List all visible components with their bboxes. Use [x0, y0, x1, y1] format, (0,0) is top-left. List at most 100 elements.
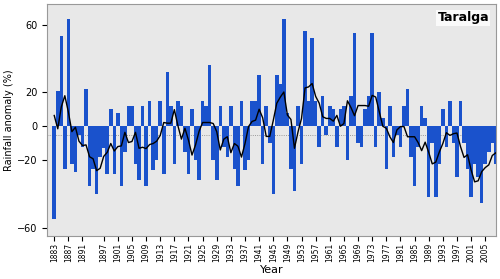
- Bar: [318, 126, 321, 146]
- Bar: [494, 126, 498, 163]
- Bar: [215, 126, 218, 181]
- Bar: [448, 101, 452, 126]
- Bar: [328, 106, 332, 126]
- Bar: [406, 89, 409, 126]
- Bar: [98, 126, 102, 157]
- Bar: [66, 20, 70, 126]
- Bar: [310, 38, 314, 126]
- Bar: [232, 126, 236, 169]
- Bar: [56, 91, 59, 126]
- Bar: [158, 101, 162, 126]
- Bar: [109, 109, 112, 126]
- Bar: [490, 126, 494, 143]
- Bar: [80, 126, 84, 146]
- Bar: [236, 126, 240, 186]
- Bar: [194, 126, 198, 160]
- Bar: [261, 126, 264, 163]
- Bar: [476, 126, 480, 177]
- Bar: [126, 106, 130, 126]
- Bar: [384, 126, 388, 169]
- Bar: [470, 126, 473, 198]
- Bar: [420, 106, 424, 126]
- Bar: [141, 106, 144, 126]
- Bar: [166, 72, 169, 126]
- Bar: [240, 101, 243, 126]
- Bar: [338, 109, 342, 126]
- Bar: [155, 126, 158, 160]
- Bar: [434, 126, 438, 198]
- Bar: [250, 101, 254, 126]
- Bar: [300, 126, 304, 163]
- Bar: [346, 126, 349, 160]
- Bar: [480, 126, 484, 203]
- Bar: [74, 126, 77, 172]
- Bar: [198, 126, 201, 181]
- Bar: [388, 106, 392, 126]
- Bar: [247, 126, 250, 160]
- Bar: [70, 126, 73, 163]
- Bar: [424, 118, 427, 126]
- Bar: [342, 106, 345, 126]
- Bar: [441, 109, 444, 126]
- X-axis label: Year: Year: [260, 265, 283, 275]
- Bar: [444, 126, 448, 146]
- Bar: [106, 126, 109, 174]
- Bar: [222, 126, 226, 146]
- Bar: [416, 126, 420, 146]
- Bar: [356, 126, 360, 143]
- Bar: [186, 126, 190, 174]
- Bar: [292, 126, 296, 191]
- Bar: [102, 126, 106, 148]
- Bar: [289, 126, 292, 169]
- Bar: [392, 126, 395, 157]
- Bar: [304, 31, 307, 126]
- Bar: [77, 126, 80, 135]
- Bar: [218, 106, 222, 126]
- Bar: [370, 33, 374, 126]
- Bar: [272, 126, 275, 194]
- Bar: [410, 126, 413, 157]
- Bar: [455, 126, 458, 177]
- Bar: [367, 96, 370, 126]
- Bar: [92, 126, 95, 169]
- Text: Taralga: Taralga: [438, 11, 489, 24]
- Bar: [112, 126, 116, 174]
- Bar: [395, 126, 398, 135]
- Bar: [462, 126, 466, 143]
- Bar: [349, 96, 353, 126]
- Bar: [52, 126, 56, 220]
- Bar: [268, 126, 272, 143]
- Bar: [180, 106, 183, 126]
- Bar: [95, 126, 98, 194]
- Bar: [138, 126, 141, 181]
- Bar: [176, 101, 180, 126]
- Bar: [84, 89, 88, 126]
- Bar: [321, 96, 324, 126]
- Bar: [458, 101, 462, 126]
- Bar: [212, 126, 215, 160]
- Bar: [144, 126, 148, 186]
- Bar: [88, 126, 92, 186]
- Bar: [378, 92, 381, 126]
- Bar: [278, 84, 282, 126]
- Bar: [130, 106, 134, 126]
- Bar: [120, 126, 123, 186]
- Bar: [243, 126, 247, 170]
- Bar: [201, 101, 204, 126]
- Bar: [123, 126, 126, 152]
- Bar: [183, 126, 186, 152]
- Y-axis label: Rainfall anomaly (%): Rainfall anomaly (%): [4, 69, 14, 171]
- Bar: [229, 106, 232, 126]
- Bar: [152, 126, 155, 170]
- Bar: [204, 106, 208, 126]
- Bar: [427, 126, 430, 198]
- Bar: [473, 126, 476, 163]
- Bar: [162, 126, 166, 174]
- Bar: [324, 126, 328, 135]
- Bar: [398, 126, 402, 146]
- Bar: [413, 126, 416, 186]
- Bar: [360, 126, 364, 146]
- Bar: [258, 75, 261, 126]
- Bar: [134, 126, 138, 163]
- Bar: [226, 126, 229, 157]
